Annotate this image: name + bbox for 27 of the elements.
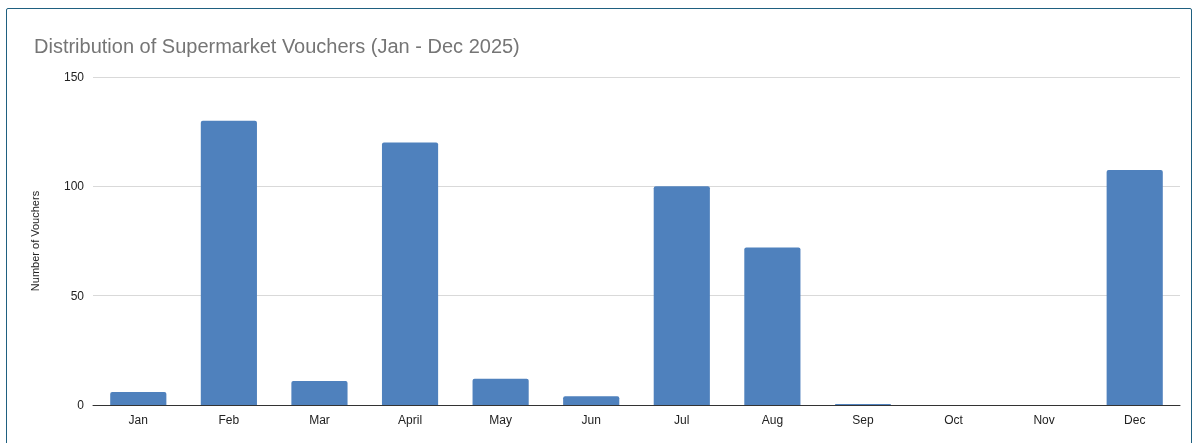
x-tick-label: April — [398, 413, 423, 427]
x-tick-label: Feb — [218, 413, 240, 427]
x-tick-label: Mar — [309, 413, 330, 427]
bar — [200, 120, 257, 405]
bar — [1106, 169, 1163, 405]
y-tick-label: 150 — [63, 70, 85, 84]
y-tick-label: 100 — [63, 179, 85, 194]
bar — [744, 247, 801, 405]
bar — [563, 396, 620, 405]
x-tick-label: Aug — [761, 413, 784, 427]
x-tick-label: May — [489, 413, 512, 427]
bar — [472, 378, 529, 405]
x-tick-label: Jan — [128, 413, 148, 427]
y-axis-title: Number of Vouchers — [28, 190, 41, 292]
chart-title: Distribution of Supermarket Vouchers (Jan - Dec 2025) — [34, 35, 520, 57]
bar — [291, 380, 348, 405]
x-tick-label: Jul — [674, 413, 690, 427]
y-tick-label: 0 — [77, 398, 85, 412]
y-tick-label: 50 — [70, 288, 85, 303]
x-tick-label: Nov — [1033, 413, 1055, 427]
x-tick-label: Dec — [1124, 413, 1146, 427]
bar — [653, 186, 710, 405]
x-tick-label: Oct — [944, 413, 964, 427]
x-tick-label: Jun — [581, 413, 601, 427]
bar — [381, 142, 439, 405]
x-tick-label: Sep — [852, 413, 874, 427]
bar — [110, 391, 167, 405]
